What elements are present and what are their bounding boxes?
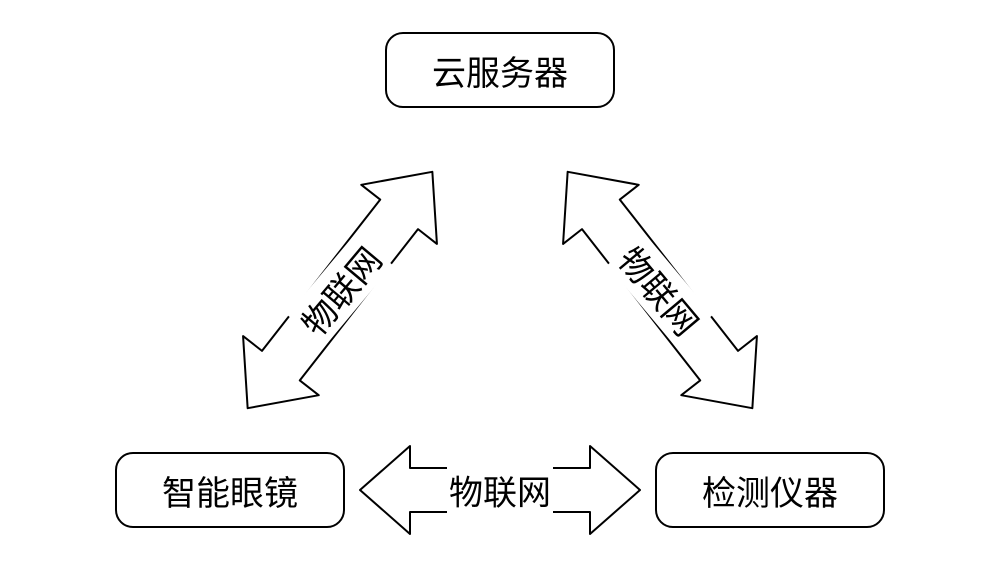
node-label: 检测仪器 xyxy=(702,466,838,515)
node-label: 智能眼镜 xyxy=(162,466,298,515)
node-cloud-server: 云服务器 xyxy=(385,32,615,108)
node-detection-instrument: 检测仪器 xyxy=(655,452,885,528)
edge-label-bottom: 物联网 xyxy=(447,466,553,515)
diagram-stage: 物联网 物联网 物联网 云服务器 智能眼镜 检测仪器 xyxy=(0,0,1000,583)
node-smart-glasses: 智能眼镜 xyxy=(115,452,345,528)
node-label: 云服务器 xyxy=(432,46,568,95)
